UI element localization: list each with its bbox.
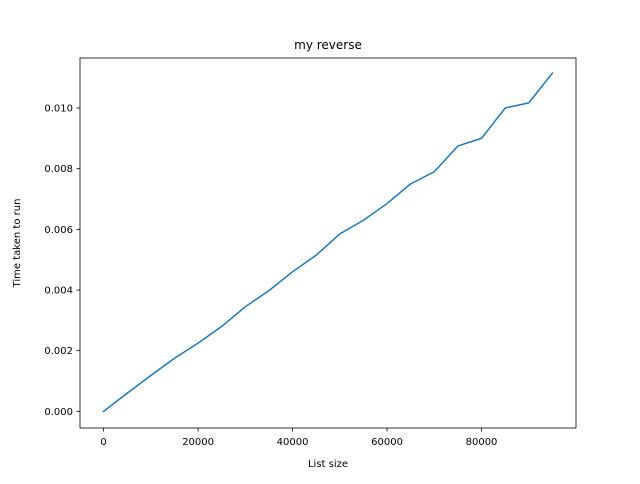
x-tick-label: 80000	[466, 437, 498, 448]
y-tick-label: 0.008	[44, 164, 73, 175]
x-tick-label: 20000	[182, 437, 214, 448]
y-tick-label: 0.002	[44, 346, 73, 357]
y-tick-label: 0.000	[44, 407, 73, 418]
x-tick-label: 60000	[371, 437, 403, 448]
y-tick-label: 0.004	[44, 286, 73, 297]
y-tick-label: 0.006	[44, 225, 73, 236]
y-tick-label: 0.010	[44, 104, 73, 115]
chart-title: my reverse	[294, 38, 362, 52]
x-tick-label: 40000	[277, 437, 309, 448]
x-tick-label: 0	[100, 437, 106, 448]
x-axis-label: List size	[308, 459, 348, 470]
y-axis-label: Time taken to run	[12, 199, 23, 289]
